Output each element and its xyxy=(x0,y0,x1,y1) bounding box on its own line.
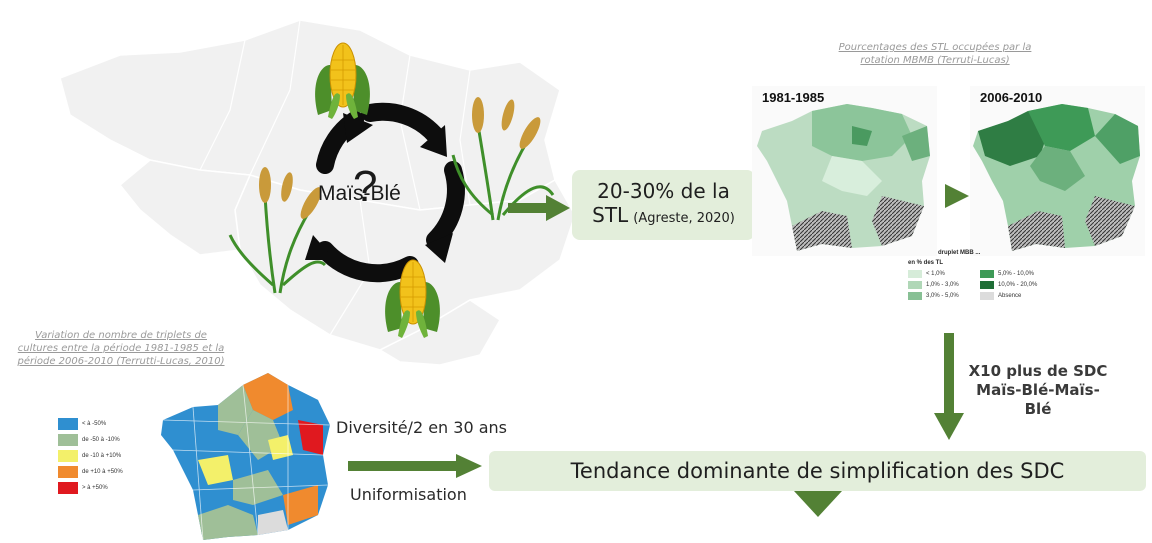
sdc-x10-line1: X10 plus de SDC xyxy=(968,362,1108,380)
cycle-arrow-top-right xyxy=(361,102,444,144)
arrow-to-trend-box xyxy=(348,454,482,478)
triplet-caption: Variation de nombre de triplets de cultu… xyxy=(0,329,242,368)
rotation-label: Maïs-Blé xyxy=(318,182,401,205)
stl-line1: 20-30% de la xyxy=(597,179,730,203)
trend-down-arrow xyxy=(794,491,842,517)
maps-caption-line2: rotation MBMB (Terruti-Lucas) xyxy=(800,54,1070,67)
legend-item: 5,0% - 10,0% xyxy=(980,268,1037,279)
sdc-x10-line2: Maïs-Blé-Maïs- xyxy=(976,381,1100,399)
maps-caption-line2-main: rotation MBMB xyxy=(860,55,934,66)
legend-item: < 1,0% xyxy=(908,268,959,279)
legend-item: 1,0% - 3,0% xyxy=(908,279,959,290)
legend-item: 10,0% - 20,0% xyxy=(980,279,1037,290)
sdc-x10-line3: Blé xyxy=(1024,400,1052,418)
period-legend-title: druplet MBB ... xyxy=(938,250,981,256)
wheat-plant-icon xyxy=(228,167,327,294)
corn-cob-icon xyxy=(385,259,440,338)
map-1981-1985: 1981-1985 xyxy=(752,86,937,256)
map-2006-2010: 2006-2010 xyxy=(970,86,1145,256)
triplet-caption-line2: cultures entre la période 1981-1985 et l… xyxy=(17,343,225,354)
legend-item: de -10 à +10% xyxy=(58,448,123,464)
period-label-1981: 1981-1985 xyxy=(762,90,825,105)
stl-line2-main: STL xyxy=(592,203,629,227)
period-legend-col1: < 1,0% 1,0% - 3,0% 3,0% - 5,0% xyxy=(908,268,959,301)
stl-percentage-box: 20-30% de la STL (Agreste, 2020) xyxy=(572,170,755,240)
legend-item: 3,0% - 5,0% xyxy=(908,290,959,301)
legend-item: Absence xyxy=(980,290,1037,301)
uniformisation-label: Uniformisation xyxy=(350,485,467,504)
map-transition-arrow xyxy=(945,184,969,208)
maps-caption-source: (Terruti-Lucas) xyxy=(937,55,1010,66)
trend-box: Tendance dominante de simplification des… xyxy=(489,451,1146,491)
triplet-caption-line1: Variation de nombre de triplets de xyxy=(35,330,207,341)
rotation-cycle-arrows xyxy=(305,102,465,283)
maps-caption-line1: Pourcentages des STL occupées par la xyxy=(838,42,1032,53)
period-label-2006: 2006-2010 xyxy=(980,90,1043,105)
down-arrow-right xyxy=(934,333,964,440)
maps-caption: Pourcentages des STL occupées par la rot… xyxy=(800,41,1070,67)
cycle-arrow-bottom xyxy=(316,241,419,283)
legend-item: < à -50% xyxy=(58,416,123,432)
france-map-1981 xyxy=(757,104,930,251)
period-map-legend: druplet MBB ... en % des TL < 1,0% 1,0% … xyxy=(908,250,1053,308)
legend-item: de +10 à +50% xyxy=(58,464,123,480)
question-mark: ? xyxy=(353,162,378,211)
cycle-arrow-right xyxy=(426,161,465,249)
wheat-plant-icon xyxy=(451,97,555,221)
period-legend-subtitle: en % des TL xyxy=(908,260,944,266)
triplet-map-legend: < à -50% de -50 à -10% de -10 à +10% de … xyxy=(58,416,123,496)
france-map-2006 xyxy=(973,104,1140,251)
arrow-to-stl-box xyxy=(508,195,570,221)
period-legend-col2: 5,0% - 10,0% 10,0% - 20,0% Absence xyxy=(980,268,1037,301)
triplet-variation-map xyxy=(161,373,331,541)
sdc-x10-label: X10 plus de SDC Maïs-Blé-Maïs- Blé xyxy=(968,362,1108,419)
stl-source: (Agreste, 2020) xyxy=(633,211,735,226)
legend-item: de -50 à -10% xyxy=(58,432,123,448)
triplet-caption-line3: période 2006-2010 (Terrutti-Lucas, 2010) xyxy=(17,356,225,367)
corn-cob-icon xyxy=(315,42,370,119)
stl-line2: STL (Agreste, 2020) xyxy=(592,203,735,231)
diversity-label: Diversité/2 en 30 ans xyxy=(336,418,508,437)
legend-item: > à +50% xyxy=(58,480,123,496)
